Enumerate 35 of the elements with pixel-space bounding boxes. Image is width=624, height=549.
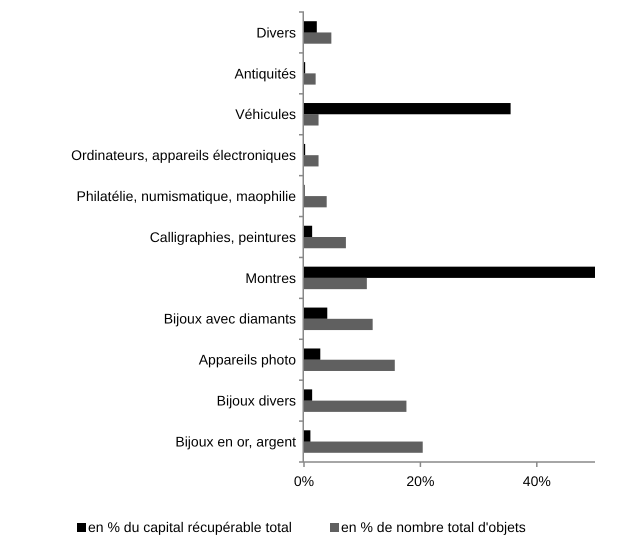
bar [304, 103, 511, 114]
bar [304, 348, 320, 360]
x-tick-label: 40% [522, 473, 551, 489]
bar [304, 237, 346, 248]
bar [304, 430, 310, 442]
y-tick-label: Philatélie, numismatique, maophilie [76, 188, 296, 204]
y-tick-label: Bijoux divers [216, 392, 296, 409]
y-tick-label: Appareils photo [198, 352, 296, 368]
bar [304, 73, 316, 85]
bar [304, 318, 373, 330]
bar [304, 32, 332, 44]
y-tick-label: Antiquités [234, 65, 296, 82]
bar [304, 389, 312, 401]
bar [304, 278, 367, 290]
x-tick-label: 0% [294, 473, 314, 489]
bar [304, 360, 395, 371]
y-tick-label: Bijoux avec diamants [164, 310, 296, 327]
y-tick-label: Bijoux en or, argent [175, 433, 296, 450]
y-tick-label: Divers [256, 24, 296, 40]
bar [304, 114, 319, 126]
bar [304, 21, 317, 32]
legend-label: en % de nombre total d'objets [341, 519, 526, 535]
y-tick-label: Véhicules [235, 106, 296, 122]
bar [304, 442, 423, 453]
bar [304, 155, 319, 166]
bar [304, 196, 327, 208]
bar [304, 266, 595, 278]
legend-label: en % du capital récupérable total [88, 519, 292, 535]
bar [304, 308, 328, 319]
y-tick-label: Montres [245, 270, 296, 286]
y-tick-label: Ordinateurs, appareils électroniques [71, 147, 296, 164]
x-tick-label: 20% [406, 473, 434, 489]
y-tick-label: Calligraphies, peintures [150, 228, 296, 245]
bar [304, 226, 312, 237]
bar [304, 400, 406, 412]
